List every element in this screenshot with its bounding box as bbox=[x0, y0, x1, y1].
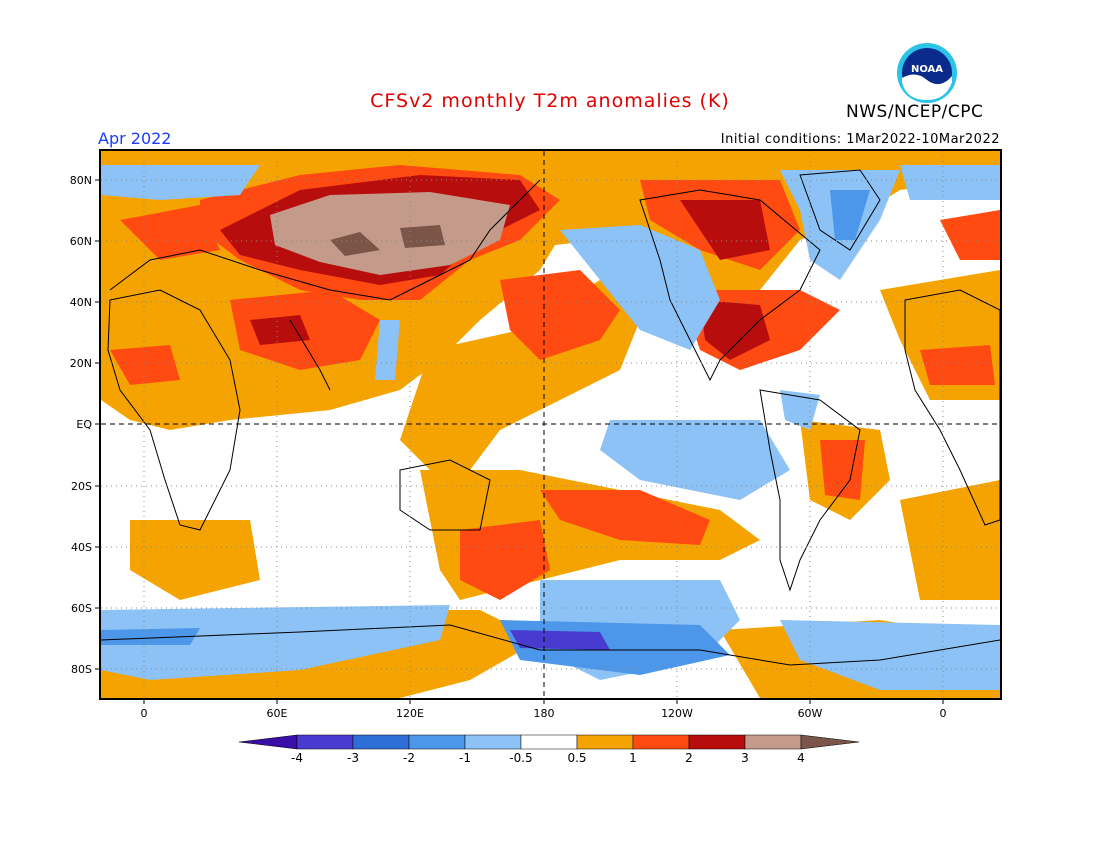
colorbar-cell bbox=[238, 734, 298, 750]
darkbrown-siberia-1 bbox=[330, 232, 380, 256]
brown-siberia bbox=[270, 192, 510, 275]
lon-label: 120W bbox=[661, 707, 693, 720]
anomaly-field bbox=[101, 151, 1000, 698]
graticule bbox=[101, 151, 1000, 698]
lon-label: 60E bbox=[267, 707, 288, 720]
lon-label: 120E bbox=[396, 707, 424, 720]
blue-antarctic-east bbox=[780, 620, 1000, 690]
africa-outline-repeat bbox=[904, 289, 1000, 526]
darkred-us bbox=[700, 300, 770, 360]
colorbar-label: -4 bbox=[291, 751, 303, 765]
valid-month-label: Apr 2022 bbox=[98, 129, 172, 148]
lon-label: 60W bbox=[798, 707, 823, 720]
colorbar-cell bbox=[688, 734, 746, 750]
red-sahara-repeat bbox=[920, 345, 995, 385]
red-sahara bbox=[110, 345, 180, 385]
north-america-outline bbox=[639, 189, 821, 382]
colorbar-cell bbox=[464, 734, 522, 750]
lat-label: 80S bbox=[71, 663, 92, 676]
blue-antarctic-west bbox=[101, 605, 450, 680]
lon-label: 0 bbox=[940, 707, 947, 720]
colorbar-cell bbox=[744, 734, 802, 750]
map-title: CFSv2 monthly T2m anomalies (K) bbox=[370, 90, 730, 112]
latitude-labels: 80N 60N 40N 20N EQ 20S 40S 60S 80S bbox=[70, 174, 93, 676]
lat-label: 40N bbox=[70, 296, 92, 309]
tick-marks bbox=[95, 179, 944, 704]
coastlines bbox=[101, 169, 1000, 666]
red-south-pacific bbox=[540, 490, 710, 545]
orange-south-atlantic-east bbox=[900, 480, 1000, 600]
blue-bay-of-bengal bbox=[375, 320, 400, 380]
red-north-pacific bbox=[500, 270, 620, 360]
blue-greenland-core bbox=[830, 190, 870, 240]
blue-arctic-west bbox=[101, 165, 260, 200]
red-europe bbox=[120, 205, 220, 260]
colorbar-cell bbox=[408, 734, 466, 750]
india-outline bbox=[289, 319, 331, 391]
colorbar-cell bbox=[352, 734, 410, 750]
australia-outline bbox=[399, 459, 491, 531]
noaa-logo-text: NOAA bbox=[911, 64, 943, 75]
lat-label: 20S bbox=[71, 480, 92, 493]
colorbar-cells bbox=[238, 734, 860, 750]
colorbar-cell bbox=[520, 734, 578, 750]
noaa-logo: NOAA bbox=[897, 43, 957, 103]
lat-label: 60N bbox=[70, 235, 92, 248]
lon-label: 180 bbox=[534, 707, 555, 720]
longitude-labels: 0 60E 120E 180 120W 60W 0 bbox=[141, 707, 947, 720]
darkred-canada bbox=[680, 200, 770, 260]
colorbar-cell bbox=[800, 734, 860, 750]
colorbar-label: 1 bbox=[629, 751, 637, 765]
lat-label: EQ bbox=[76, 418, 92, 431]
africa-outline bbox=[107, 289, 241, 531]
red-new-zealand bbox=[460, 520, 550, 600]
colorbar-label: 3 bbox=[741, 751, 749, 765]
eurasia-south-coast bbox=[109, 179, 541, 301]
blue-tropical-pacific bbox=[600, 420, 790, 500]
blue-northeast-pacific bbox=[560, 225, 720, 350]
lat-label: 40S bbox=[71, 541, 92, 554]
red-europe-repeat bbox=[940, 210, 1000, 260]
colorbar-label: 2 bbox=[685, 751, 693, 765]
south-america-outline bbox=[759, 389, 861, 592]
blue-weddell-west bbox=[101, 628, 200, 645]
blue-amazon bbox=[780, 390, 820, 430]
purple-ross-sea bbox=[510, 630, 610, 650]
lat-label: 60S bbox=[71, 602, 92, 615]
darkred-india bbox=[250, 315, 310, 345]
lat-label: 20N bbox=[70, 357, 92, 370]
red-brazil bbox=[820, 440, 865, 500]
initial-conditions-label: Initial conditions: 1Mar2022-10Mar2022 bbox=[720, 132, 1000, 147]
orange-south-atlantic bbox=[130, 520, 260, 600]
colorbar-label: 4 bbox=[797, 751, 805, 765]
organization-label: NWS/NCEP/CPC bbox=[846, 102, 984, 122]
colorbar-label: -1 bbox=[459, 751, 471, 765]
colorbar-cell bbox=[632, 734, 690, 750]
lat-label: 80N bbox=[70, 174, 92, 187]
colorbar-label: -2 bbox=[403, 751, 415, 765]
lon-label: 0 bbox=[141, 707, 148, 720]
antarctica-outline bbox=[101, 624, 1000, 666]
colorbar-labels: -4 -3 -2 -1 -0.5 0.5 1 2 3 4 bbox=[291, 751, 805, 765]
blue-arctic-east bbox=[900, 165, 1000, 200]
greenland-outline bbox=[799, 169, 881, 251]
colorbar-label: -3 bbox=[347, 751, 359, 765]
colorbar-label: -0.5 bbox=[509, 751, 532, 765]
orange-africa-north bbox=[110, 320, 250, 410]
colorbar-cell bbox=[296, 734, 354, 750]
colorbar-cell bbox=[576, 734, 634, 750]
colorbar-label: 0.5 bbox=[567, 751, 586, 765]
darkbrown-siberia-2 bbox=[400, 225, 445, 248]
